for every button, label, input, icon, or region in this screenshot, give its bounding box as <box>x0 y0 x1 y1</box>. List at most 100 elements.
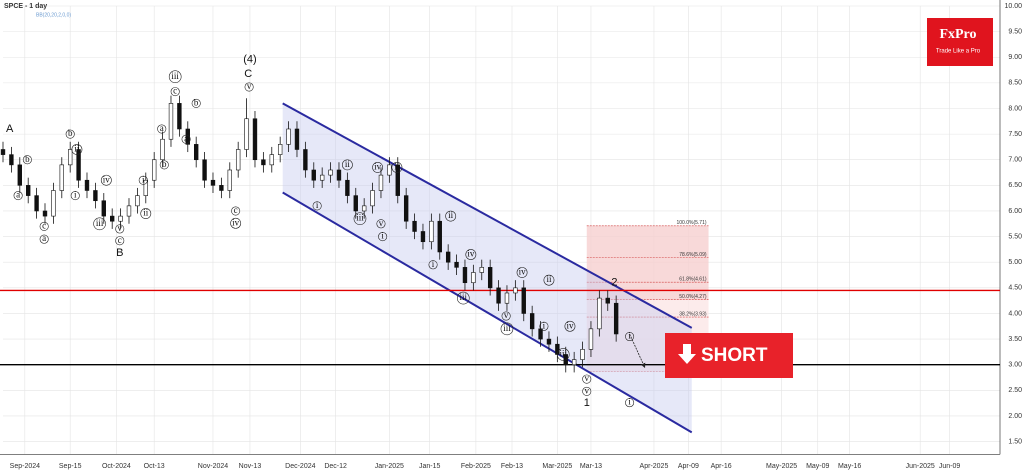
wave-circle <box>168 70 182 84</box>
channel-fill <box>282 103 692 433</box>
fib-label: 50.0%(4.27) <box>679 294 707 300</box>
wave-label: v <box>379 218 384 228</box>
wave-circle <box>516 267 528 278</box>
x-tick-label: Jun-09 <box>939 463 961 470</box>
candle-body <box>126 205 132 217</box>
candle-body <box>244 118 249 150</box>
wave-label: i <box>628 397 631 407</box>
wave-circle <box>231 206 241 216</box>
candle-body <box>504 292 510 304</box>
wave-label: v <box>585 373 590 383</box>
y-tick-label: 6.50 <box>1008 182 1022 189</box>
candle-body <box>429 220 434 243</box>
wave-label: c <box>118 235 122 245</box>
candle-body <box>605 297 610 304</box>
wave-label: ii <box>143 208 149 218</box>
y-tick-label: 9.50 <box>1008 28 1022 35</box>
candle-body <box>580 349 585 360</box>
wave-label: 2 <box>611 277 617 289</box>
candle-body <box>378 174 384 191</box>
candle-body <box>328 169 333 176</box>
candle-body <box>26 185 31 196</box>
candle-body <box>387 164 392 176</box>
wave-label: iv <box>103 174 111 184</box>
logo-text: FxPro <box>939 27 976 42</box>
projection-arrow <box>629 333 646 369</box>
wave-label: i <box>142 174 145 184</box>
wave-label: iv <box>467 249 475 259</box>
wave-circle <box>353 212 367 225</box>
wave-label: v <box>247 81 252 91</box>
marks-layer <box>0 95 1000 434</box>
x-tick-label: May-2025 <box>766 463 797 470</box>
candle-body <box>445 251 451 263</box>
candle-body <box>597 297 602 330</box>
wave-label: v <box>504 310 509 320</box>
y-tick-label: 10.00 <box>1004 3 1022 10</box>
wave-label: B <box>116 247 123 259</box>
wave-circle <box>501 311 511 321</box>
candle-body <box>336 169 342 181</box>
wave-label: iv <box>519 267 527 277</box>
wave-label: A <box>6 123 14 135</box>
candle-body <box>345 179 350 196</box>
wave-circle <box>140 208 152 219</box>
wave-circle <box>70 191 80 201</box>
wave-circle <box>115 224 125 234</box>
wave-circle <box>22 155 32 165</box>
y-tick-label: 8.50 <box>1008 80 1022 87</box>
wave-circle <box>93 217 106 231</box>
candle-body <box>395 164 400 196</box>
wave-label: i <box>628 331 631 341</box>
wave-label: b <box>162 159 167 169</box>
x-tick-label: Feb-13 <box>501 463 523 470</box>
wave-circle <box>391 162 403 173</box>
x-tick-label: Sep-2024 <box>10 463 40 470</box>
candle-body <box>563 354 568 366</box>
candle-body <box>353 195 358 212</box>
candle-body <box>571 359 577 366</box>
wave-circle <box>465 249 477 260</box>
wave-circle <box>456 291 470 305</box>
candle-body <box>319 174 325 181</box>
wave-circle <box>378 232 388 242</box>
fib-zone <box>586 225 709 300</box>
candle-body <box>135 195 140 207</box>
candle-body <box>487 267 493 289</box>
wave-circle <box>170 87 180 97</box>
wave-circle <box>372 162 384 173</box>
wave-label: ii <box>394 161 400 171</box>
candle-body <box>9 154 14 166</box>
x-tick-label: Dec-2024 <box>285 463 315 470</box>
x-tick-label: Apr-09 <box>678 463 699 470</box>
wave-label: b <box>25 154 30 164</box>
wave-label: iii <box>460 292 468 302</box>
wave-circle <box>625 332 635 342</box>
wave-label: i <box>381 231 384 241</box>
x-tick-label: Jun-2025 <box>906 463 935 470</box>
y-tick-label: 5.50 <box>1008 233 1022 240</box>
candle-body <box>454 261 459 268</box>
wave-label: iii <box>503 323 511 333</box>
candle-body <box>361 205 367 212</box>
wave-circle <box>625 398 635 408</box>
wave-circle <box>159 160 169 170</box>
wave-label: ii <box>448 210 454 220</box>
wave-circle <box>13 191 23 201</box>
wave-circle <box>543 274 555 286</box>
y-tick-label: 9.00 <box>1008 54 1022 61</box>
x-tick-label: Apr-2025 <box>640 463 669 470</box>
wave-circle <box>39 221 49 231</box>
y-tick-label: 6.00 <box>1008 208 1022 215</box>
candle-body <box>294 128 300 150</box>
logo-box <box>927 18 993 66</box>
candle-body <box>311 169 316 181</box>
wave-label: iv <box>232 217 240 227</box>
candle-body <box>496 287 501 304</box>
wave-circle <box>428 260 438 270</box>
y-tick-label: 7.50 <box>1008 131 1022 138</box>
candle-body <box>277 144 283 155</box>
candle-body <box>93 190 98 202</box>
fib-label: 100.0%(5.71) <box>677 220 707 226</box>
wave-circle <box>181 134 191 144</box>
